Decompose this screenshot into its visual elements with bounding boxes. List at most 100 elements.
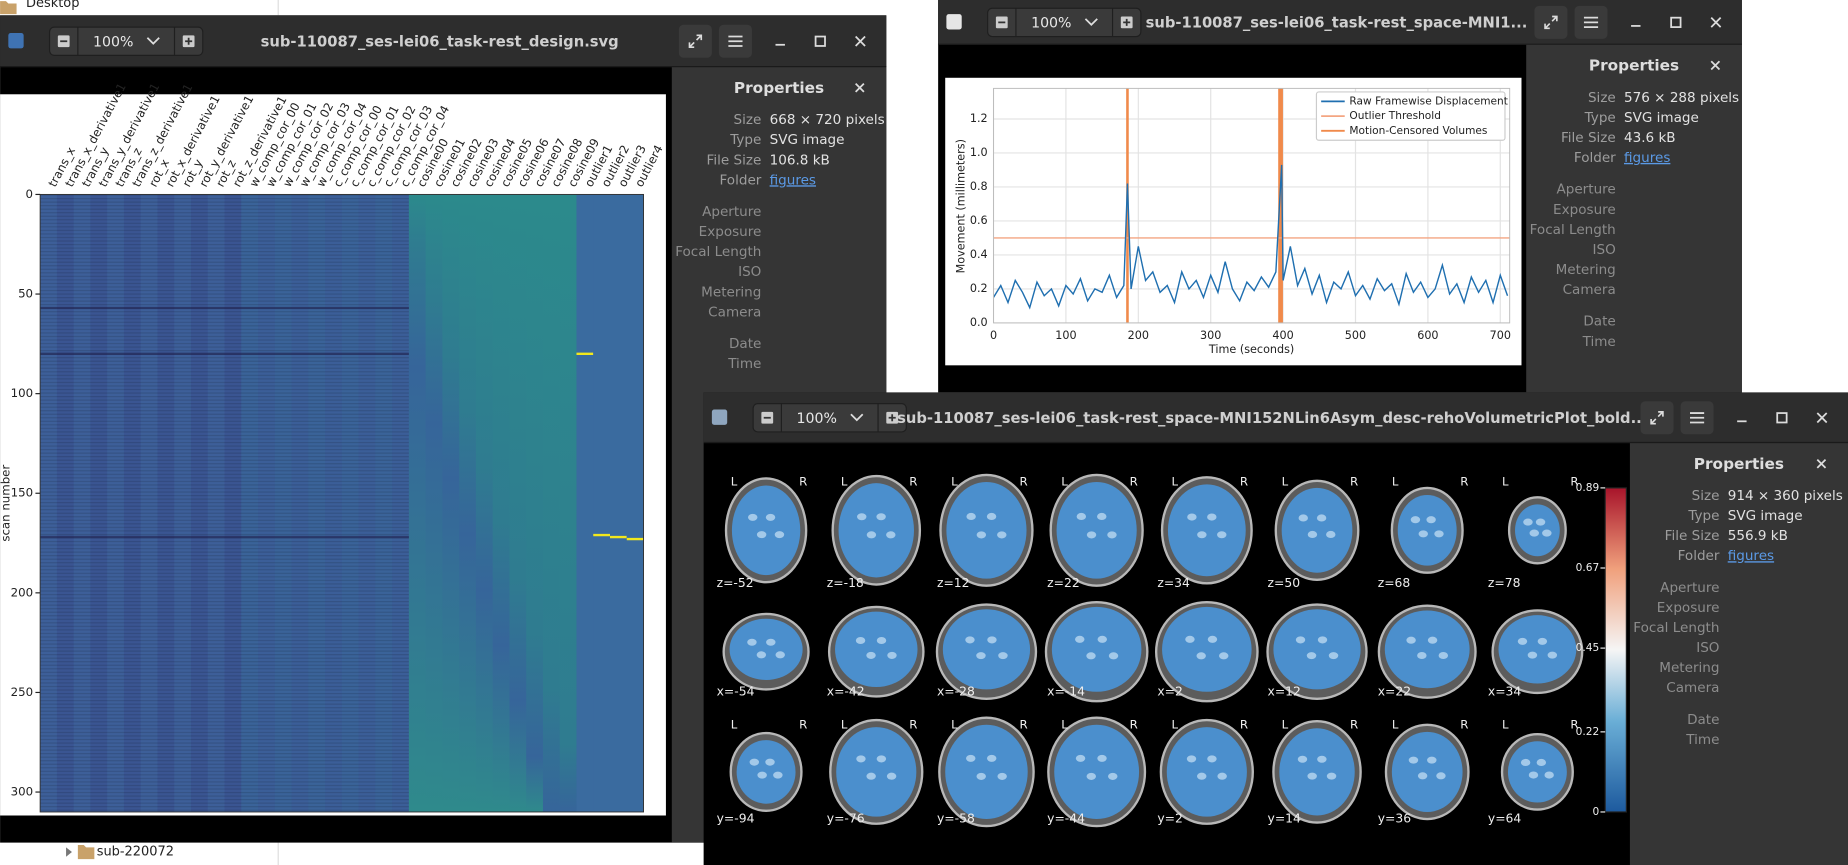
brain-overlay [1166, 727, 1247, 817]
zoom-dropdown[interactable] [146, 37, 160, 45]
folder-link[interactable]: figures [1728, 548, 1774, 564]
orientation-label: L [1502, 474, 1509, 488]
slice-label: y=-76 [827, 812, 865, 826]
property-label: Metering [701, 284, 761, 300]
property-label: Camera [708, 304, 761, 320]
zoom-level[interactable]: 100% [797, 411, 837, 427]
orientation-label: L [1502, 717, 1509, 731]
orientation-label: R [799, 717, 807, 731]
overlay-highlight [748, 513, 758, 521]
property-value: 668 × 720 pixels [770, 112, 885, 128]
fullscreen-icon [1544, 15, 1558, 30]
properties-close[interactable] [1710, 60, 1721, 71]
slice-label: y=64 [1488, 812, 1522, 826]
property-label: Aperture [1556, 182, 1615, 198]
folder-icon [0, 1, 17, 15]
orientation-label: R [1460, 717, 1468, 731]
overlay-highlight [1097, 635, 1107, 643]
orientation-label: R [799, 474, 807, 488]
overlay-highlight [765, 758, 775, 766]
menu-icon [728, 35, 743, 47]
matrix-frame [39, 193, 644, 813]
matrix-texture [224, 194, 242, 812]
orientation-label: R [1130, 474, 1138, 488]
property-label: Type [729, 132, 761, 148]
matrix-texture [107, 194, 125, 812]
orientation-label: R [1019, 474, 1027, 488]
property-label: Camera [1666, 680, 1719, 696]
property-label: Folder [1574, 150, 1616, 166]
overlay-highlight [1307, 530, 1318, 538]
overlay-highlight [1406, 636, 1416, 644]
matrix-column [509, 194, 527, 812]
property-label: File Size [707, 152, 762, 168]
brain-overlay [946, 481, 1027, 579]
orientation-label: L [1061, 717, 1068, 731]
fullscreen-button[interactable] [1534, 5, 1568, 39]
brain-overlay [736, 740, 796, 804]
matrix-texture [73, 194, 91, 812]
slice-label: z=68 [1378, 576, 1411, 590]
matrix-column [526, 194, 544, 812]
brain-overlay [1391, 731, 1463, 812]
property-label: Date [1583, 314, 1615, 330]
property-value: 106.8 kB [770, 152, 830, 168]
zoom-dropdown[interactable] [1084, 18, 1098, 26]
matrix-texture [56, 194, 75, 812]
property-label: ISO [1696, 640, 1719, 656]
brain-overlay [729, 618, 803, 680]
matrix-texture [392, 194, 410, 812]
brain-overlay [1498, 615, 1577, 684]
overlay-highlight [1076, 512, 1087, 521]
overlay-highlight [1326, 530, 1336, 538]
overlay-highlight [757, 771, 767, 779]
overlay-highlight [1086, 772, 1096, 780]
slice-label: x=-42 [827, 684, 865, 698]
x-axis-label: Time (seconds) [1208, 343, 1294, 356]
zoom-dropdown[interactable] [850, 413, 864, 422]
overlay-highlight [1107, 531, 1117, 539]
legend-entry: Outlier Threshold [1349, 110, 1441, 122]
folder-link[interactable]: figures [1624, 150, 1670, 166]
legend [1315, 91, 1506, 141]
orientation-label: L [951, 474, 958, 488]
orientation-label: R [1350, 474, 1358, 488]
property-label: File Size [1561, 130, 1616, 146]
overlay-highlight [1544, 771, 1554, 779]
brain-overlay [835, 611, 918, 688]
orientation-label: R [1570, 474, 1578, 488]
y-tick-label: 0 [26, 187, 34, 201]
property-label: Exposure [1657, 600, 1720, 616]
fullscreen-button[interactable] [678, 24, 712, 58]
overlay-highlight [1417, 772, 1428, 780]
matrix-texture [157, 194, 175, 812]
zoom-in-icon [185, 37, 193, 45]
orientation-label: R [1460, 474, 1468, 488]
slice-label: z=34 [1157, 576, 1190, 590]
matrix-texture [140, 194, 158, 812]
zoom-level[interactable]: 100% [1031, 16, 1071, 32]
slice-label: z=-52 [717, 576, 754, 590]
overlay-highlight [976, 531, 987, 539]
file-list [0, 842, 704, 865]
folder-link[interactable]: figures [770, 172, 816, 188]
properties-close[interactable] [855, 83, 865, 93]
orientation-label: R [1570, 717, 1578, 731]
expander [66, 847, 72, 857]
overlay-highlight [866, 531, 877, 539]
matrix-texture [308, 194, 326, 812]
fullscreen-button[interactable] [1640, 401, 1674, 435]
close-icon [1710, 17, 1722, 28]
zoom-level[interactable]: 100% [93, 34, 133, 50]
property-label: Size [1692, 488, 1720, 504]
colorbar-label: 0.22 [1576, 726, 1600, 738]
matrix-column [610, 194, 628, 812]
x-tick-label: 600 [1417, 329, 1438, 342]
properties-close[interactable] [1816, 458, 1827, 469]
y-tick-label: 300 [11, 785, 33, 799]
matrix-column [576, 194, 594, 812]
brain-overlay [1281, 487, 1353, 573]
y-tick-label: 100 [11, 386, 33, 400]
zoom-in-icon [1123, 18, 1131, 26]
